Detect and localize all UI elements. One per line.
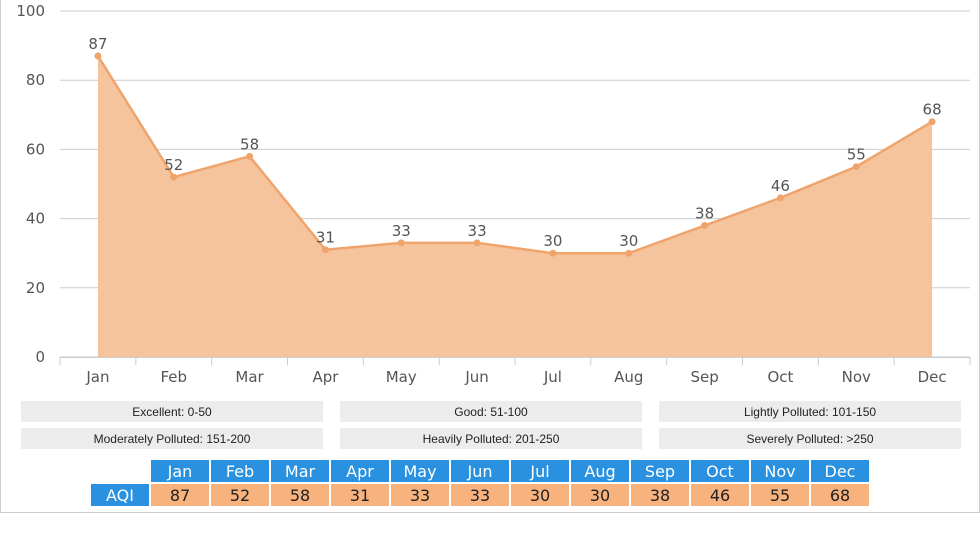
- table-value-cell: 58: [271, 484, 329, 506]
- x-tick-label: Jul: [543, 368, 562, 386]
- x-tick-label: Jan: [85, 368, 109, 386]
- y-tick-label: 20: [26, 279, 45, 297]
- x-tick-label: Aug: [614, 368, 643, 386]
- data-point: [701, 222, 709, 230]
- data-point: [776, 194, 784, 202]
- data-point: [852, 163, 860, 171]
- data-point: [928, 118, 936, 126]
- table-header-cell: Feb: [211, 460, 269, 482]
- data-point: [625, 249, 633, 257]
- legend-label: Excellent: 0-50: [132, 404, 212, 419]
- legend-label: Good: 51-100: [454, 404, 528, 419]
- table-header-row: Jan Feb Mar Apr May Jun Jul Aug Sep Oct …: [91, 460, 869, 482]
- table-value-row: AQI 87 52 58 31 33 33 30 30 38 46 55 68: [91, 484, 869, 506]
- data-point: [94, 52, 102, 60]
- legend-moderately-polluted: Moderately Polluted: 151-200: [21, 428, 323, 449]
- aqi-table: Jan Feb Mar Apr May Jun Jul Aug Sep Oct …: [89, 458, 871, 508]
- series-line: [96, 55, 933, 255]
- legend-label: Moderately Polluted: 151-200: [93, 431, 251, 446]
- x-tick-label: Sep: [690, 368, 718, 386]
- table-header-cell: Jun: [451, 460, 509, 482]
- table-value-cell: 55: [751, 484, 809, 506]
- y-tick-label: 80: [26, 71, 45, 89]
- table-header-cell: Aug: [571, 460, 629, 482]
- data-label: 30: [543, 232, 562, 250]
- data-label: 58: [240, 135, 259, 153]
- chart-frame: 0 20 40 60 80 100 87 Jan 52 Feb 58 Mar 31 Apr 33 May 33 J…: [0, 0, 980, 513]
- data-point: [170, 173, 178, 181]
- x-tick-label: Mar: [235, 368, 264, 386]
- table-value-cell: 30: [511, 484, 569, 506]
- table-header-cell: Jan: [151, 460, 209, 482]
- data-point: [246, 152, 254, 160]
- x-tick-label: Dec: [918, 368, 947, 386]
- data-label: 68: [923, 101, 942, 119]
- y-tick-label: 100: [16, 2, 45, 20]
- y-tick-label: 0: [35, 348, 45, 366]
- aqi-area-chart: 0 20 40 60 80 100 87 Jan 52 Feb 58 Mar 31 Apr 33 May 33 J…: [16, 2, 971, 386]
- legend-good: Good: 51-100: [340, 401, 642, 422]
- legend-label: Heavily Polluted: 201-250: [422, 431, 560, 446]
- y-tick-label: 60: [26, 140, 45, 158]
- data-label: 52: [164, 156, 183, 174]
- data-label: 38: [695, 205, 714, 223]
- table-header-cell: Sep: [631, 460, 689, 482]
- x-tick-label: Feb: [160, 368, 187, 386]
- y-tick-label: 40: [26, 210, 45, 228]
- table-header-cell: May: [391, 460, 449, 482]
- data-point: [321, 246, 329, 254]
- table-row-label: AQI: [91, 484, 149, 506]
- legend-heavily-polluted: Heavily Polluted: 201-250: [340, 428, 642, 449]
- table-header-cell: Jul: [511, 460, 569, 482]
- table-value-cell: 30: [571, 484, 629, 506]
- table-header-cell: Dec: [811, 460, 869, 482]
- table-value-cell: 31: [331, 484, 389, 506]
- legend-excellent: Excellent: 0-50: [21, 401, 323, 422]
- table-header-cell: Apr: [331, 460, 389, 482]
- data-label: 30: [619, 232, 638, 250]
- area-fill: [97, 55, 933, 357]
- data-label: 33: [468, 222, 487, 240]
- legend-severely-polluted: Severely Polluted: >250: [659, 428, 961, 449]
- table-value-cell: 33: [451, 484, 509, 506]
- legend-lightly-polluted: Lightly Polluted: 101-150: [659, 401, 961, 422]
- table-value-cell: 87: [151, 484, 209, 506]
- table-header-cell: Nov: [751, 460, 809, 482]
- data-point: [473, 239, 481, 247]
- data-label: 55: [847, 146, 866, 164]
- table-header-cell: Oct: [691, 460, 749, 482]
- data-label: 31: [316, 229, 335, 247]
- table-header-cell: Mar: [271, 460, 329, 482]
- legend-label: Lightly Polluted: 101-150: [743, 404, 877, 419]
- x-tick-label: Apr: [312, 368, 339, 386]
- table-value-cell: 46: [691, 484, 749, 506]
- x-tick-label: Jun: [464, 368, 488, 386]
- x-tick-label: Oct: [767, 368, 793, 386]
- legend-label: Severely Polluted: >250: [746, 431, 874, 446]
- table-value-cell: 68: [811, 484, 869, 506]
- data-label: 46: [771, 177, 790, 195]
- data-label: 87: [88, 35, 107, 53]
- table-value-cell: 52: [211, 484, 269, 506]
- data-point: [549, 249, 557, 257]
- data-label: 33: [392, 222, 411, 240]
- x-tick-label: Nov: [842, 368, 871, 386]
- table-value-cell: 33: [391, 484, 449, 506]
- table-value-cell: 38: [631, 484, 689, 506]
- table-corner: [91, 460, 149, 482]
- data-point: [397, 239, 405, 247]
- x-tick-label: May: [386, 368, 417, 386]
